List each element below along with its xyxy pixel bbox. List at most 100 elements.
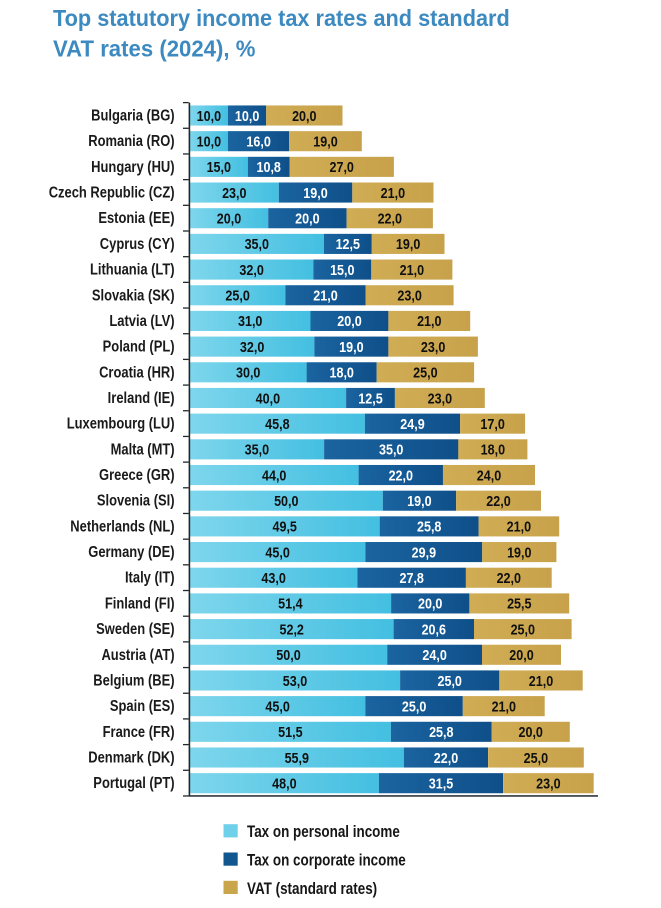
svg-text:48,0: 48,0 — [272, 776, 297, 792]
svg-text:24,0: 24,0 — [422, 647, 447, 663]
svg-text:18,0: 18,0 — [481, 442, 506, 458]
svg-text:Latvia (LV): Latvia (LV) — [109, 313, 174, 331]
svg-text:20,0: 20,0 — [337, 313, 362, 329]
svg-text:19,0: 19,0 — [407, 493, 432, 509]
svg-text:44,0: 44,0 — [262, 467, 287, 483]
svg-text:21,0: 21,0 — [507, 519, 532, 535]
svg-text:35,0: 35,0 — [379, 442, 404, 458]
svg-text:Romania (RO): Romania (RO) — [88, 133, 174, 151]
svg-text:45,8: 45,8 — [265, 416, 290, 432]
svg-text:32,0: 32,0 — [240, 339, 265, 355]
svg-text:19,0: 19,0 — [507, 545, 532, 561]
svg-text:Lithuania (LT): Lithuania (LT) — [90, 261, 175, 279]
svg-text:Estonia (EE): Estonia (EE) — [98, 210, 174, 228]
svg-text:23,0: 23,0 — [428, 390, 453, 406]
svg-text:25,0: 25,0 — [225, 288, 250, 304]
svg-text:12,5: 12,5 — [336, 236, 361, 252]
svg-text:20,0: 20,0 — [292, 108, 317, 124]
svg-text:Tax on personal income: Tax on personal income — [247, 823, 400, 842]
svg-text:25,8: 25,8 — [417, 519, 442, 535]
svg-text:20,0: 20,0 — [295, 211, 320, 227]
svg-text:21,0: 21,0 — [313, 288, 338, 304]
svg-text:52,2: 52,2 — [279, 622, 304, 638]
svg-text:23,0: 23,0 — [397, 288, 422, 304]
svg-text:50,0: 50,0 — [276, 647, 301, 663]
svg-text:Portugal (PT): Portugal (PT) — [93, 775, 174, 793]
svg-text:25,0: 25,0 — [524, 750, 549, 766]
svg-text:Bulgaria (BG): Bulgaria (BG) — [91, 107, 175, 125]
svg-text:18,0: 18,0 — [329, 365, 354, 381]
svg-text:25,5: 25,5 — [507, 596, 532, 612]
svg-text:35,0: 35,0 — [245, 236, 270, 252]
svg-text:Belgium (BE): Belgium (BE) — [93, 672, 174, 690]
svg-text:50,0: 50,0 — [274, 493, 299, 509]
svg-text:27,8: 27,8 — [399, 570, 424, 586]
svg-text:20,0: 20,0 — [418, 596, 443, 612]
svg-text:25,0: 25,0 — [437, 673, 462, 689]
svg-text:Spain (ES): Spain (ES) — [110, 698, 175, 716]
svg-text:51,4: 51,4 — [278, 596, 303, 612]
svg-text:20,0: 20,0 — [518, 724, 543, 740]
svg-text:21,0: 21,0 — [417, 313, 442, 329]
svg-text:53,0: 53,0 — [283, 673, 308, 689]
svg-text:22,0: 22,0 — [497, 570, 522, 586]
svg-text:Luxembourg (LU): Luxembourg (LU) — [67, 416, 175, 434]
svg-text:19,0: 19,0 — [396, 236, 421, 252]
svg-text:10,0: 10,0 — [197, 134, 222, 150]
svg-text:20,0: 20,0 — [217, 211, 242, 227]
svg-text:12,5: 12,5 — [358, 390, 383, 406]
svg-text:Italy (IT): Italy (IT) — [125, 570, 175, 588]
svg-text:23,0: 23,0 — [222, 185, 247, 201]
svg-text:Greece (GR): Greece (GR) — [99, 467, 175, 485]
svg-text:Malta (MT): Malta (MT) — [111, 441, 175, 459]
svg-text:Hungary (HU): Hungary (HU) — [91, 159, 175, 177]
svg-text:10,0: 10,0 — [235, 108, 260, 124]
svg-text:27,0: 27,0 — [329, 159, 354, 175]
svg-text:Germany (DE): Germany (DE) — [88, 544, 174, 562]
svg-text:21,0: 21,0 — [529, 673, 554, 689]
svg-text:49,5: 49,5 — [272, 519, 297, 535]
svg-text:25,0: 25,0 — [413, 365, 438, 381]
svg-text:22,0: 22,0 — [378, 211, 403, 227]
svg-text:10,0: 10,0 — [197, 108, 222, 124]
svg-text:25,8: 25,8 — [429, 724, 454, 740]
svg-text:20,6: 20,6 — [422, 622, 447, 638]
svg-text:23,0: 23,0 — [536, 776, 561, 792]
svg-text:Austria (AT): Austria (AT) — [101, 647, 174, 665]
svg-text:19,0: 19,0 — [339, 339, 364, 355]
svg-text:21,0: 21,0 — [400, 262, 425, 278]
svg-text:40,0: 40,0 — [256, 390, 281, 406]
svg-text:23,0: 23,0 — [421, 339, 446, 355]
svg-text:VAT (standard rates): VAT (standard rates) — [247, 880, 377, 899]
svg-text:VAT rates (2024), %: VAT rates (2024), % — [53, 36, 255, 61]
svg-text:Sweden (SE): Sweden (SE) — [96, 621, 175, 639]
svg-text:Slovenia (SI): Slovenia (SI) — [97, 493, 175, 511]
svg-text:10,8: 10,8 — [256, 159, 281, 175]
svg-text:22,0: 22,0 — [434, 750, 459, 766]
svg-text:21,0: 21,0 — [492, 699, 517, 715]
svg-text:32,0: 32,0 — [239, 262, 264, 278]
svg-text:Czech Republic (CZ): Czech Republic (CZ) — [49, 184, 175, 202]
svg-text:30,0: 30,0 — [236, 365, 261, 381]
svg-text:France (FR): France (FR) — [103, 724, 175, 742]
svg-text:22,0: 22,0 — [389, 467, 414, 483]
svg-text:Tax on corporate income: Tax on corporate income — [247, 851, 406, 870]
svg-text:25,0: 25,0 — [511, 622, 536, 638]
svg-text:55,9: 55,9 — [285, 750, 310, 766]
svg-text:24,0: 24,0 — [477, 467, 502, 483]
svg-text:19,0: 19,0 — [303, 185, 328, 201]
svg-text:19,0: 19,0 — [313, 134, 338, 150]
svg-text:Finland (FI): Finland (FI) — [105, 595, 175, 613]
svg-text:25,0: 25,0 — [402, 699, 427, 715]
svg-text:Poland (PL): Poland (PL) — [103, 338, 175, 356]
svg-text:29,9: 29,9 — [412, 545, 437, 561]
svg-text:Slovakia (SK): Slovakia (SK) — [92, 287, 175, 305]
svg-text:15,0: 15,0 — [330, 262, 355, 278]
svg-text:Croatia (HR): Croatia (HR) — [99, 364, 175, 382]
svg-text:51,5: 51,5 — [278, 724, 303, 740]
svg-text:22,0: 22,0 — [486, 493, 511, 509]
svg-text:Cyprus (CY): Cyprus (CY) — [100, 236, 175, 254]
svg-text:45,0: 45,0 — [265, 699, 290, 715]
svg-text:Denmark (DK): Denmark (DK) — [88, 749, 174, 767]
svg-text:31,0: 31,0 — [238, 313, 263, 329]
